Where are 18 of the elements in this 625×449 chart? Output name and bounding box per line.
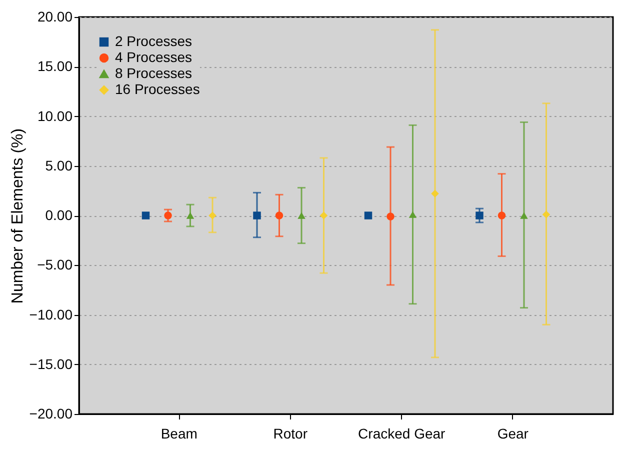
x-tick-label: Cracked Gear: [358, 426, 446, 442]
y-tick-label: 10.00: [37, 108, 73, 124]
legend-label: 16 Processes: [115, 81, 200, 97]
y-tick-label: −20.00: [29, 406, 73, 422]
y-tick-label: −15.00: [29, 356, 73, 372]
y-axis-title: Number of Elements (%): [9, 128, 26, 304]
legend-label: 8 Processes: [115, 65, 192, 81]
y-tick-label: 15.00: [37, 58, 73, 74]
x-tick-label: Gear: [497, 426, 529, 442]
x-tick-label: Beam: [160, 426, 198, 442]
legend-label: 4 Processes: [115, 49, 192, 65]
x-tick-label: Rotor: [273, 426, 308, 442]
y-tick-label: 0.00: [45, 207, 73, 223]
y-tick-label: −5.00: [37, 256, 73, 273]
y-tick-label: 5.00: [45, 157, 73, 174]
y-tick-label: −10.00: [29, 306, 73, 322]
legend-label: 2 Processes: [115, 33, 192, 49]
y-tick-label: 20.00: [37, 8, 73, 24]
